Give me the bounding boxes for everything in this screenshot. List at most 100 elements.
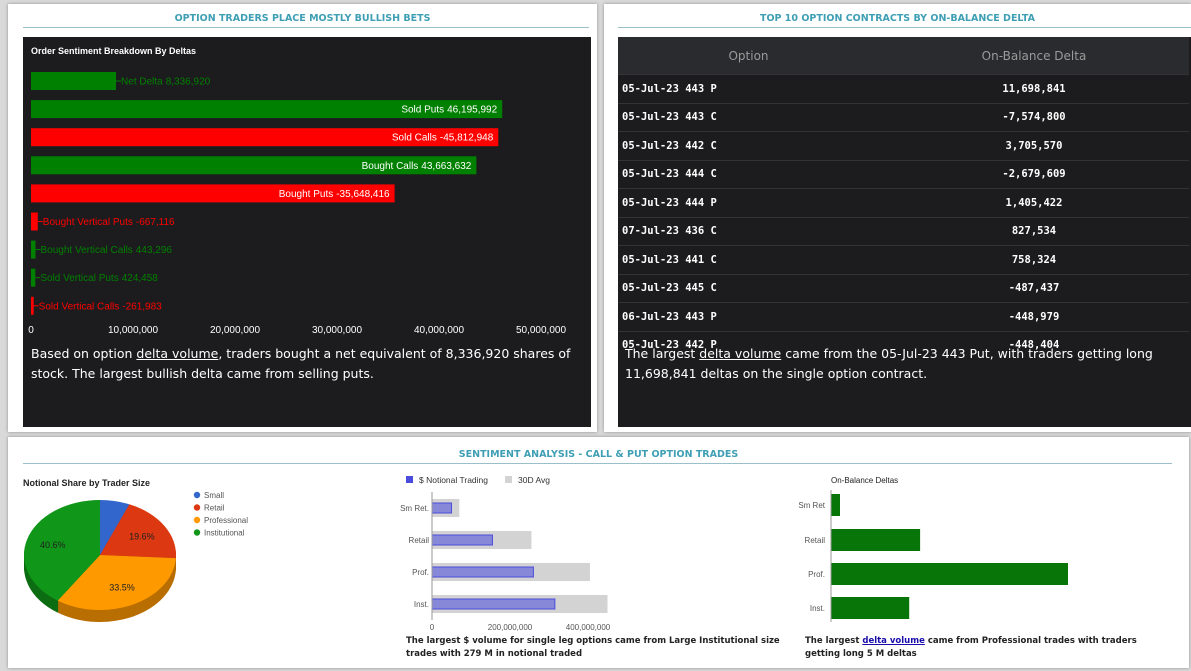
rule	[618, 27, 1191, 28]
bar	[31, 268, 36, 287]
text: The largest	[625, 346, 700, 361]
chart-title: Order Sentiment Breakdown By Deltas	[31, 46, 196, 56]
legend-swatch	[505, 476, 512, 483]
cell: -7,574,800	[879, 102, 1189, 132]
table-row: 06-Jul-23 443 P -448,979	[618, 302, 1189, 331]
cell: 05-Jul-23 445 C	[618, 273, 879, 303]
cell: 05-Jul-23 443 P	[618, 74, 879, 103]
label-category: Bought Calls	[362, 161, 419, 172]
bar	[31, 100, 503, 119]
pie-slice	[100, 504, 177, 559]
table-row: 05-Jul-23 441 C 758,324	[618, 245, 1189, 274]
panel-title: OPTION TRADERS PLACE MOSTLY BULLISH BETS	[174, 13, 431, 24]
table-row: 05-Jul-23 443 C -7,574,800	[618, 102, 1189, 132]
caption: Based on option delta volume, traders bo…	[31, 344, 587, 384]
bar	[431, 566, 534, 578]
bar	[31, 156, 477, 175]
y-tick-label: Sm Ret.	[400, 504, 429, 513]
y-tick-label: Retail	[805, 536, 826, 545]
y-tick-label: Prof.	[412, 568, 429, 577]
x-tick-label: 20,000,000	[210, 325, 260, 336]
cell: 1,405,422	[879, 188, 1189, 217]
bar	[831, 494, 841, 516]
bar	[431, 598, 556, 610]
x-tick-label: 400,000,000	[566, 623, 611, 632]
x-tick-label: 200,000,000	[488, 623, 533, 632]
table: Option On-Balance Delta 05-Jul-23 443 P 11,…	[618, 37, 1189, 359]
cell: 05-Jul-23 442 P	[618, 330, 879, 359]
y-tick-label: Inst.	[414, 600, 429, 609]
data-label: 40.6%	[40, 540, 66, 550]
label-category: Bought Puts	[279, 189, 333, 200]
column-header: On-Balance Delta	[879, 37, 1189, 75]
caption: The largest $ volume for single leg opti…	[406, 636, 780, 659]
table-row: 05-Jul-23 445 C -487,437	[618, 273, 1189, 303]
x-tick-label: 0	[28, 325, 34, 336]
data-label: 19.6%	[129, 532, 155, 542]
label-value: -45,812,948	[440, 133, 494, 144]
cell: 3,705,570	[879, 131, 1189, 160]
panel-title: TOP 10 OPTION CONTRACTS BY ON-BALANCE DE…	[759, 13, 1036, 24]
data-label: Bought Vertical Calls 443,296	[41, 245, 173, 256]
rule	[23, 463, 1172, 464]
cell: 05-Jul-23 442 C	[618, 131, 879, 160]
bar	[831, 529, 921, 551]
link[interactable]: delta volume	[699, 346, 782, 361]
text: The largest	[805, 636, 863, 646]
chart-title: On-Balance Deltas	[831, 476, 898, 485]
label-value: -35,648,416	[336, 189, 390, 200]
bar	[831, 563, 1068, 585]
table-row: 07-Jul-23 436 C 827,534	[618, 216, 1189, 246]
table-row: 05-Jul-23 442 C 3,705,570	[618, 131, 1189, 160]
table-row: 05-Jul-23 442 P -448,404	[618, 330, 1189, 359]
cell: -2,679,609	[879, 159, 1189, 189]
bar	[31, 296, 34, 315]
cell: 11,698,841	[879, 74, 1189, 103]
data-label: Sold Vertical Puts 424,458	[40, 273, 158, 284]
legend-label: Small	[204, 491, 224, 500]
legend-label: Institutional	[204, 529, 245, 538]
y-tick-label: Prof.	[808, 570, 825, 579]
label-value: -667,116	[136, 217, 175, 228]
bar	[31, 184, 395, 203]
data-label: Bought Calls 43,663,632	[362, 161, 472, 172]
y-tick-label: Retail	[409, 536, 430, 545]
header-row: Option On-Balance Delta	[618, 37, 1189, 75]
bar	[431, 502, 452, 514]
y-tick-label: Inst.	[810, 604, 825, 613]
label-value: 424,458	[122, 273, 159, 284]
label-category: Bought Vertical Calls	[41, 245, 133, 256]
legend-swatch	[193, 516, 201, 524]
link[interactable]: delta volume	[862, 636, 925, 646]
column-header: Option	[618, 37, 879, 75]
label-category: Sold Puts	[401, 105, 444, 116]
label-value: 43,663,632	[421, 161, 471, 172]
cell: 05-Jul-23 441 C	[618, 245, 879, 274]
data-label: Bought Vertical Puts -667,116	[43, 217, 175, 228]
text: , traders bought a net equivalent of 8,3…	[31, 346, 571, 381]
data-label: Sold Calls -45,812,948	[392, 133, 494, 144]
bar	[31, 240, 36, 259]
data-label: Sold Puts 46,195,992	[401, 105, 497, 116]
pie-slice	[100, 500, 130, 555]
x-tick-label: 50,000,000	[516, 325, 566, 336]
bar	[831, 597, 910, 619]
legend-swatch	[193, 491, 201, 499]
bar	[31, 128, 499, 147]
link[interactable]: delta volume	[136, 346, 219, 361]
pie-slice	[57, 555, 176, 610]
data-label: Bought Puts -35,648,416	[279, 189, 390, 200]
cell: 827,534	[879, 216, 1189, 246]
legend-swatch	[406, 476, 413, 483]
label-value: -261,983	[122, 301, 162, 312]
rule	[23, 27, 589, 28]
text: came from the 05-Jul-23 443 Put, with tr…	[625, 346, 1153, 381]
label-category: Bought Vertical Puts	[43, 217, 133, 228]
data-label: 33.5%	[109, 583, 135, 593]
cell: 05-Jul-23 443 C	[618, 102, 879, 132]
table-row: 05-Jul-23 443 P 11,698,841	[618, 74, 1189, 103]
caption: The largest delta volume came from Profe…	[805, 635, 1170, 661]
cell: -448,404	[879, 330, 1189, 359]
caption: The largest delta volume came from the 0…	[625, 344, 1165, 384]
